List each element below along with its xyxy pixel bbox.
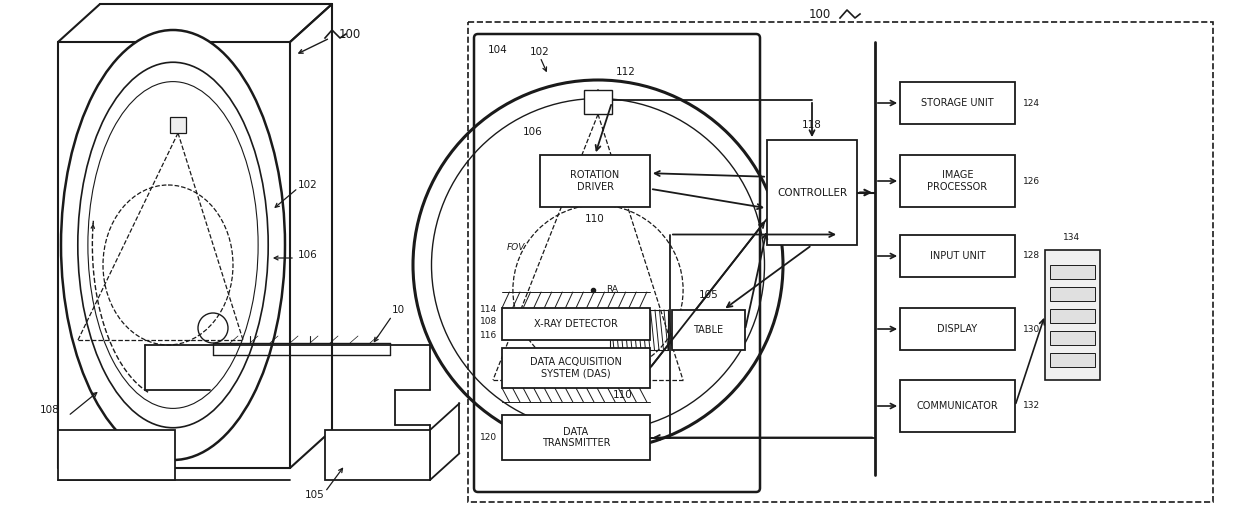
Text: FOV: FOV [507,243,526,253]
Text: 105: 105 [305,490,325,500]
Bar [502,348,650,388]
Bar [900,308,1016,350]
Bar [672,310,745,350]
Ellipse shape [61,30,285,460]
Bar [1050,331,1095,345]
Text: 104: 104 [489,45,507,55]
Text: X-RAY DETECTOR: X-RAY DETECTOR [534,319,618,329]
Text: 10: 10 [392,305,405,315]
Text: 106: 106 [298,250,317,260]
Bar [1050,265,1095,279]
Bar [1050,309,1095,323]
Text: 116: 116 [480,331,497,339]
Text: 124: 124 [1023,99,1040,107]
Text: 106: 106 [523,127,543,137]
Ellipse shape [88,81,258,408]
Text: 110: 110 [613,390,632,400]
Text: DISPLAY: DISPLAY [937,324,977,334]
Text: 108: 108 [480,318,497,326]
Bar [900,235,1016,277]
Text: STORAGE UNIT: STORAGE UNIT [921,98,993,108]
Text: 126: 126 [1023,176,1040,185]
Bar [1050,287,1095,301]
Text: TABLE: TABLE [693,325,724,335]
Bar [467,22,1213,502]
Bar [900,155,1016,207]
Bar [1045,250,1100,380]
Bar [502,308,650,340]
Text: RA: RA [606,285,618,294]
Text: 118: 118 [802,120,822,130]
Bar [325,430,430,480]
Text: 134: 134 [1064,234,1080,242]
Bar [584,90,613,114]
Bar [900,82,1016,124]
Text: CONTROLLER: CONTROLLER [777,187,847,198]
Text: IMAGE
PROCESSOR: IMAGE PROCESSOR [928,170,987,192]
Text: 132: 132 [1023,402,1040,411]
Text: ROTATION
DRIVER: ROTATION DRIVER [570,170,620,192]
Text: 102: 102 [529,47,549,57]
Bar [539,155,650,207]
Bar [170,117,186,133]
Text: DATA
TRANSMITTER: DATA TRANSMITTER [542,427,610,448]
Text: 102: 102 [298,180,317,190]
Text: 100: 100 [808,8,831,21]
Text: DATA ACQUISITION
SYSTEM (DAS): DATA ACQUISITION SYSTEM (DAS) [529,357,622,379]
Text: 105: 105 [698,290,718,300]
Ellipse shape [78,62,268,428]
Text: 114: 114 [480,306,497,315]
Bar [1050,353,1095,367]
Bar [58,430,175,480]
Text: 108: 108 [40,405,60,415]
Text: 128: 128 [1023,252,1040,261]
Text: 100: 100 [339,29,361,42]
Text: 130: 130 [1023,324,1040,334]
Bar [900,380,1016,432]
Text: COMMUNICATOR: COMMUNICATOR [916,401,998,411]
Text: 120: 120 [480,432,497,442]
Text: 112: 112 [616,67,636,77]
Bar [768,140,857,245]
Text: INPUT UNIT: INPUT UNIT [930,251,986,261]
Bar [502,415,650,460]
Text: 110: 110 [585,214,605,224]
